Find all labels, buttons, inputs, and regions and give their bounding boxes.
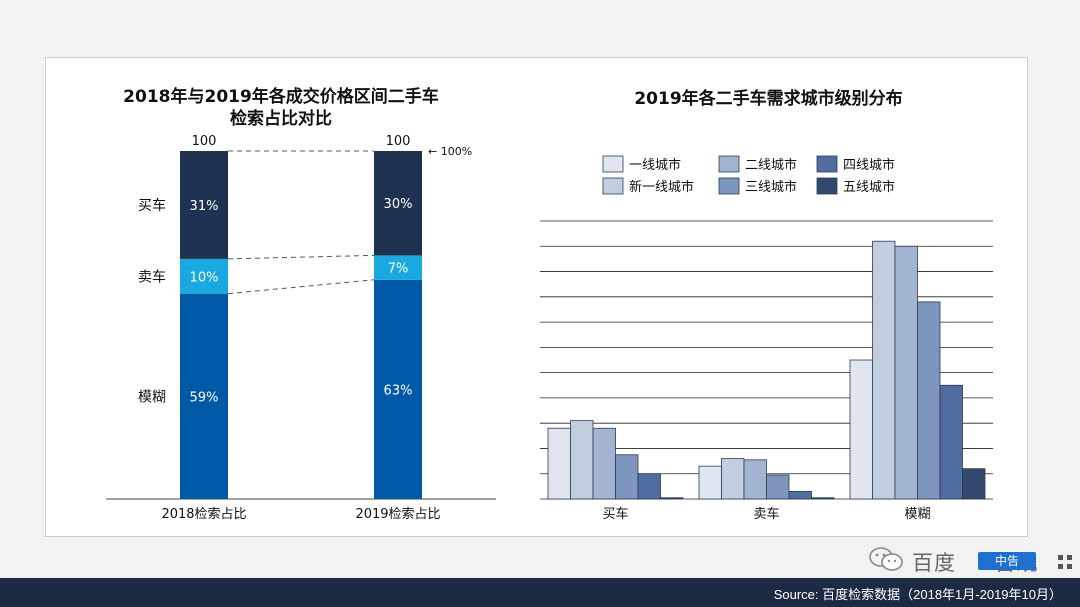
left-chart-title-line2: 检索占比对比 (230, 109, 332, 129)
legend-label: 三线城市 (745, 179, 797, 195)
bar-二线城市-买车 (592, 427, 616, 500)
left-stacked-bar-chart: 59% 10% 31% 100 2018检索占比 63% 7% 30% 100 2019检索占比 模… (106, 134, 496, 522)
bar-二线城市-卖车 (743, 459, 767, 500)
source-note: Source: 百度检索数据（2018年1月-2019年10月） (773, 587, 1062, 602)
footer-bar: Source: 百度检索数据（2018年1月-2019年10月） (0, 578, 1080, 607)
bar-新一线城市-模糊 (872, 240, 896, 500)
legend-label: 四线城市 (843, 157, 895, 173)
dashed-connector (227, 254, 375, 260)
x-tick-label: 2018检索占比 (161, 507, 246, 522)
bar-segment-模糊-1 (374, 279, 422, 499)
legend-swatch (816, 155, 838, 173)
bar-二线城市-模糊 (894, 245, 918, 500)
legend-swatch (816, 177, 838, 195)
bar-三线城市-买车 (615, 454, 639, 500)
segment-label: 31% (190, 199, 219, 214)
bar-四线城市-模糊 (939, 384, 963, 500)
legend-swatch (602, 155, 624, 173)
bar-四线城市-买车 (637, 473, 661, 500)
bar-segment-买车-1 (374, 151, 422, 256)
bar-一线城市-买车 (547, 427, 571, 500)
bar-五线城市-模糊 (962, 468, 986, 500)
bar-total-label: 100 (386, 134, 411, 149)
x-tick-label: 买车 (602, 506, 628, 522)
bar-一线城市-卖车 (698, 465, 722, 500)
x-tick-label: 模糊 (904, 506, 930, 522)
legend-swatch (718, 177, 740, 195)
bar-一线城市-模糊 (849, 359, 873, 500)
row-label: 卖车 (138, 268, 166, 285)
bar-新一线城市-卖车 (721, 458, 745, 500)
legend-swatch (602, 177, 624, 195)
bar-新一线城市-买车 (570, 420, 594, 500)
wechat-logo-icon (869, 547, 903, 571)
segment-label: 30% (384, 197, 413, 212)
chart-panel: 2018年与2019年各成交价格区间二手车 检索占比对比 2019年各二手车需求… (45, 57, 1028, 537)
dashed-connector (227, 279, 375, 295)
bar-四线城市-卖车 (788, 491, 812, 500)
segment-label: 7% (388, 262, 409, 277)
legend-label: 二线城市 (745, 157, 797, 173)
bar-segment-买车-0 (180, 151, 228, 259)
bar-segment-卖车-0 (180, 258, 228, 294)
segment-label: 63% (384, 383, 413, 398)
bar-三线城市-卖车 (766, 474, 790, 500)
right-chart-title: 2019年各二手车需求城市级别分布 (634, 89, 903, 109)
segment-label: 10% (190, 270, 219, 285)
bar-segment-模糊-0 (180, 293, 228, 499)
grid-icon (1058, 555, 1072, 569)
watermark: 百度 告观 中告 (860, 542, 1080, 578)
x-tick-label: 卖车 (753, 506, 779, 522)
bar-五线城市-卖车 (811, 497, 835, 500)
left-chart-title: 2018年与2019年各成交价格区间二手车 检索占比对比 (86, 86, 476, 130)
legend-label: 新一线城市 (629, 179, 694, 195)
bar-total-label: 100 (192, 134, 217, 149)
annotation-100pct: ← 100% (428, 145, 472, 158)
left-chart-title-line1: 2018年与2019年各成交价格区间二手车 (123, 87, 439, 107)
row-label: 买车 (138, 197, 166, 214)
bar-三线城市-模糊 (917, 301, 941, 500)
legend-swatch (718, 155, 740, 173)
legend-label: 五线城市 (843, 179, 895, 195)
x-tick-label: 2019检索占比 (355, 507, 440, 522)
row-label: 模糊 (138, 389, 166, 405)
watermark-badge: 中告 (978, 552, 1036, 570)
legend-label: 一线城市 (629, 157, 681, 173)
bar-segment-卖车-1 (374, 255, 422, 280)
segment-label: 59% (190, 390, 219, 405)
bar-五线城市-买车 (660, 497, 684, 500)
